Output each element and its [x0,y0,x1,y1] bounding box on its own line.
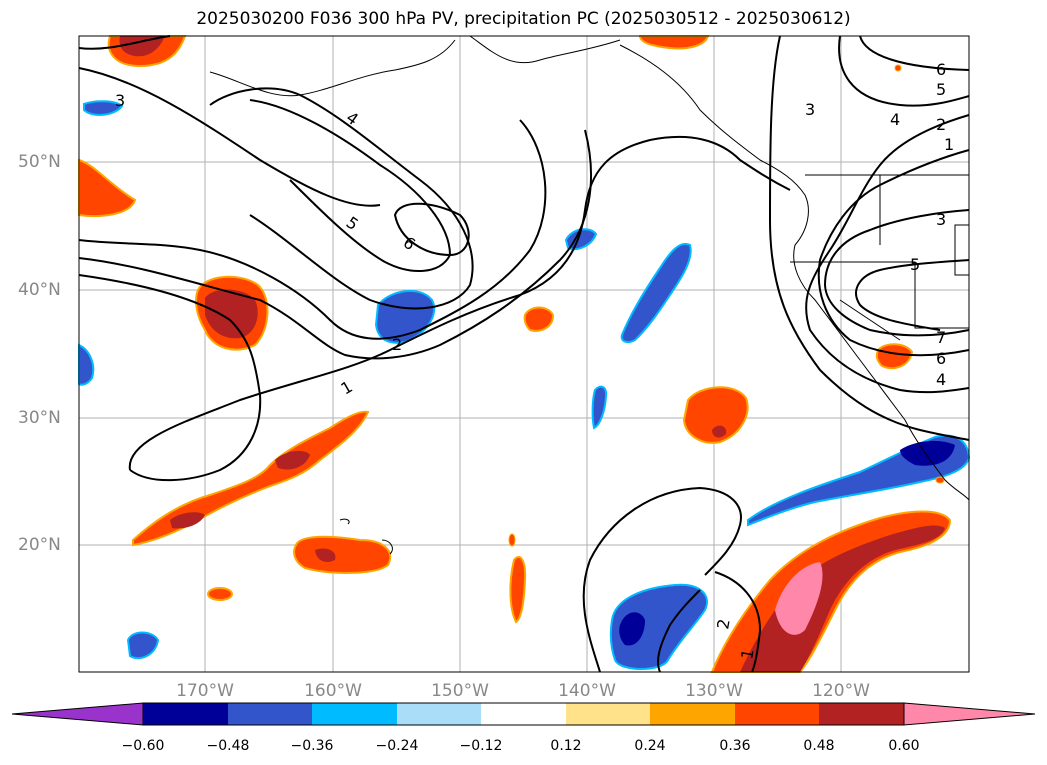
pv-contours [78,35,970,673]
contour-label: 2 [713,617,733,630]
lat-label: 40°N [18,280,61,300]
contour-label: 1 [737,647,757,660]
colorbar-segment [397,703,481,725]
colorbar-tick-label: 0.24 [634,738,666,754]
colorbar-segment [650,703,735,725]
colorbar-segment [819,703,904,725]
contour-label: 6 [936,349,946,368]
colorbar-segment [735,703,819,725]
colorbar-tick-label: 0.36 [719,738,751,754]
colorbar-segment [481,703,566,725]
lat-label: 20°N [18,535,61,555]
lon-label: 120°W [812,681,870,701]
lon-label: 170°W [176,681,234,701]
contour-label: 2 [392,335,402,354]
contour-label: 3 [115,91,125,110]
contour-label: 3 [936,210,946,229]
contour-label: 4 [936,370,946,389]
coastlines [209,35,970,555]
colorbar-tick-label: −0.12 [459,738,503,754]
contour-label: 6 [936,60,946,79]
contour-label: 4 [890,110,900,129]
contour-label: 1 [944,135,954,154]
colorbar-segment [228,703,312,725]
figure-title: 2025030200 F036 300 hPa PV, precipitatio… [196,9,851,29]
colorbar-tick-label: 0.60 [888,738,920,754]
contour-label: 5 [910,255,920,274]
lon-label: 140°W [558,681,616,701]
colorbar-over-arrow [903,702,1036,726]
colorbar-segment [312,703,397,725]
colorbar-segment [566,703,650,725]
colorbar-tick-label: 0.48 [803,738,835,754]
colorbar-segment [143,703,228,725]
colorbar [11,702,1036,726]
contour-label: 3 [805,100,815,119]
lon-label: 160°W [304,681,362,701]
lon-label: 130°W [685,681,743,701]
lat-label: 30°N [18,408,61,428]
colorbar-tick-label: −0.36 [290,738,334,754]
lon-label: 150°W [431,681,489,701]
contour-label: 2 [936,115,946,134]
colorbar-tick-label: −0.24 [375,738,419,754]
lat-label: 50°N [18,152,61,172]
colorbar-tick-label: 0.12 [550,738,582,754]
contour-label: 7 [936,328,946,347]
contour-label: 5 [936,80,946,99]
colorbar-under-arrow [11,702,144,726]
colorbar-tick-label: −0.48 [206,738,250,754]
colorbar-tick-label: −0.60 [121,738,165,754]
